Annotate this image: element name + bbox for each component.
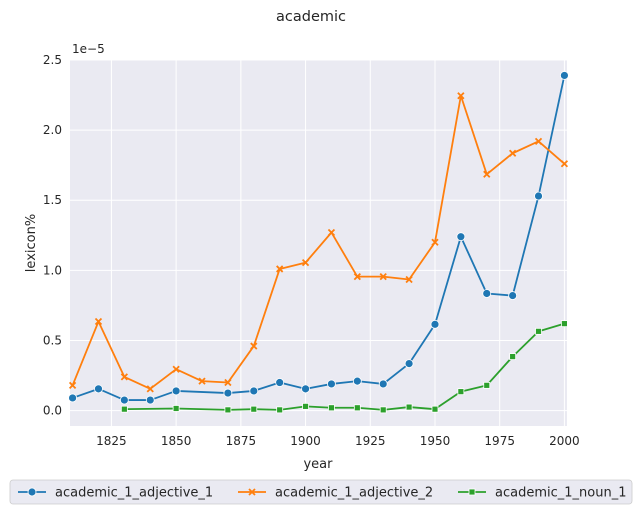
data-point (250, 405, 258, 413)
y-tick-label: 0.0 (43, 404, 62, 418)
series-line (71, 94, 565, 390)
legend-marker (248, 488, 256, 496)
x-tick-label: 2000 (549, 434, 580, 448)
y-offset-text: 1e−5 (72, 42, 105, 56)
x-tick-label: 1950 (420, 434, 451, 448)
x-tick-label: 1875 (226, 434, 257, 448)
data-point (328, 404, 335, 412)
data-point (404, 359, 414, 368)
data-point (94, 317, 103, 326)
data-point (224, 406, 232, 414)
data-point (276, 265, 284, 273)
data-point (431, 405, 439, 413)
data-point (120, 405, 128, 413)
series-line (124, 322, 565, 411)
data-point (171, 386, 181, 396)
data-point (120, 373, 128, 381)
legend-entry-academic_1_noun_1: academic_1_noun_1 (458, 486, 626, 501)
data-point (224, 378, 232, 387)
data-point (172, 365, 180, 373)
data-point (119, 395, 129, 405)
y-tick-label: 2.0 (43, 123, 62, 137)
legend-marker (468, 488, 476, 496)
series-layer (68, 71, 569, 414)
x-tick-label: 1850 (161, 434, 192, 448)
data-point (198, 377, 206, 385)
data-point (327, 379, 336, 389)
data-point (405, 403, 413, 411)
x-axis-ticks: 1825 1850 1875 1900 1925 1950 1975 2000 (96, 434, 580, 448)
data-point (534, 137, 543, 145)
data-point (534, 191, 543, 201)
x-tick-label: 1925 (355, 434, 386, 448)
legend-label: academic_1_noun_1 (495, 486, 626, 501)
chart-title: academic (276, 9, 346, 25)
y-axis-ticks: 0.0 0.5 1.0 1.5 2.0 2.5 (43, 53, 62, 418)
data-point (145, 395, 155, 405)
data-point (68, 393, 77, 403)
data-point (560, 160, 569, 168)
legend: academic_1_adjective_1 academic_1_adjecti… (9, 479, 633, 505)
data-point (430, 319, 440, 329)
y-tick-label: 1.5 (43, 193, 62, 207)
x-tick-label: 1975 (484, 434, 515, 448)
data-point (172, 405, 180, 412)
legend-label: academic_1_adjective_1 (55, 486, 213, 501)
y-tick-label: 1.0 (43, 263, 62, 277)
data-point (68, 381, 77, 389)
data-point (352, 376, 362, 386)
data-point (276, 406, 284, 414)
data-point (249, 386, 259, 396)
data-point (302, 402, 309, 410)
data-point (94, 384, 103, 394)
series-academic_1_noun_1 (120, 320, 568, 414)
data-point (378, 379, 388, 389)
x-axis-label: year (303, 457, 333, 472)
data-point (353, 273, 361, 281)
data-point (509, 149, 517, 157)
series-academic_1_adjective_2 (68, 92, 569, 393)
data-point (353, 404, 361, 412)
data-point (457, 92, 465, 100)
data-point (483, 170, 491, 178)
y-tick-label: 2.5 (43, 53, 62, 67)
data-point (561, 320, 568, 328)
data-point (509, 353, 517, 360)
data-point (482, 289, 492, 298)
data-point (301, 384, 310, 394)
data-point (379, 406, 387, 414)
data-point (456, 232, 466, 242)
x-tick-label: 1900 (290, 434, 321, 448)
y-axis-label: lexicon% (24, 214, 39, 272)
x-tick-label: 1825 (96, 434, 127, 448)
data-point (535, 327, 542, 335)
data-point (146, 385, 154, 393)
legend-marker (27, 487, 37, 497)
series-academic_1_adjective_1 (68, 71, 569, 405)
data-point (250, 342, 258, 350)
data-point (275, 378, 285, 387)
data-point (457, 388, 465, 396)
plot-area (70, 60, 567, 426)
data-point (560, 71, 569, 80)
data-point (223, 388, 233, 398)
legend-label: academic_1_adjective_2 (275, 486, 433, 501)
legend-entry-academic_1_adjective_1: academic_1_adjective_1 (18, 486, 213, 501)
data-point (327, 228, 336, 237)
data-point (508, 291, 518, 300)
data-point (483, 381, 491, 389)
data-point (379, 273, 387, 281)
legend-frame (9, 479, 633, 505)
legend-entry-academic_1_adjective_2: academic_1_adjective_2 (238, 486, 433, 501)
y-tick-label: 0.5 (43, 333, 62, 347)
data-point (405, 275, 413, 284)
data-point (431, 238, 439, 246)
data-point (301, 258, 310, 267)
